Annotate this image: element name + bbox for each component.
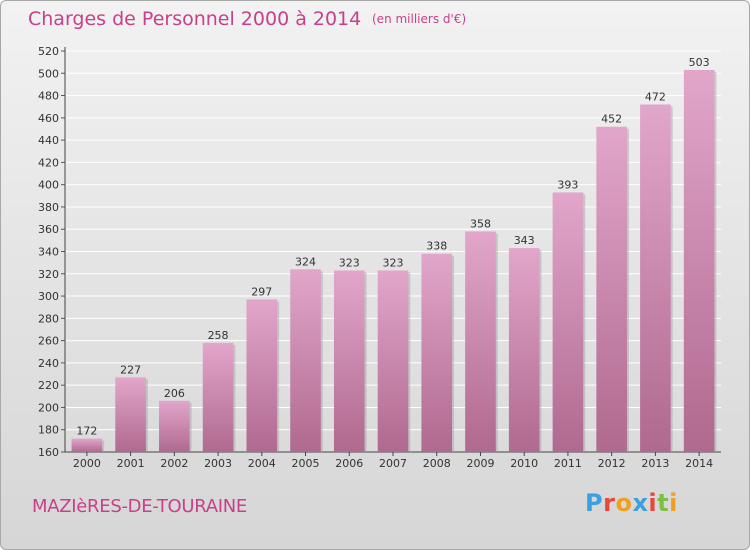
y-tick-label: 340 xyxy=(38,246,59,259)
y-tick-label: 520 xyxy=(38,45,59,58)
x-tick-label: 2004 xyxy=(248,457,276,470)
bar xyxy=(683,69,715,453)
bar xyxy=(159,400,190,452)
bar xyxy=(377,270,409,452)
y-tick-label: 200 xyxy=(38,401,59,414)
y-tick-labels: 160 180 200 220 240 260 280 300 320 340 360 380 400 4… xyxy=(38,45,59,459)
y-tick-label: 380 xyxy=(38,201,59,214)
bar xyxy=(290,269,321,452)
bar xyxy=(202,342,234,452)
logo-letter: o xyxy=(615,489,633,517)
logo-letter: P xyxy=(585,489,604,517)
logo-letter: t xyxy=(657,489,670,517)
chart-title: Charges de Personnel 2000 à 2014 xyxy=(28,8,362,30)
data-label: 472 xyxy=(645,90,666,103)
data-label: 343 xyxy=(514,234,535,247)
bar xyxy=(465,231,496,452)
y-tick-label: 300 xyxy=(38,290,59,303)
data-label: 206 xyxy=(164,387,185,400)
x-tick-label: 2005 xyxy=(292,457,320,470)
x-tick-label: 2011 xyxy=(554,457,582,470)
logo-letter: i xyxy=(648,489,658,517)
x-tick-label: 2000 xyxy=(73,457,101,470)
data-label: 358 xyxy=(470,217,491,230)
bar xyxy=(333,270,365,452)
bar xyxy=(552,192,584,453)
x-tick-label: 2014 xyxy=(685,457,713,470)
data-label: 452 xyxy=(601,113,622,126)
bar xyxy=(421,253,453,452)
x-tick-label: 2006 xyxy=(335,457,363,470)
x-tick-labels: 2000 2001 2002 2003 2004 2005 2006 2007 2008 2009… xyxy=(73,452,713,470)
logo-letter: i xyxy=(669,489,678,517)
logo-letter: x xyxy=(632,489,649,517)
bar xyxy=(71,438,103,452)
data-label: 323 xyxy=(339,256,360,269)
data-label: 227 xyxy=(120,363,141,376)
data-label: 323 xyxy=(383,256,404,269)
bar xyxy=(246,299,278,452)
y-tick-label: 160 xyxy=(38,446,59,459)
y-tick-label: 400 xyxy=(38,179,59,192)
data-label: 297 xyxy=(251,285,272,298)
data-labels: 172 227 206 258 297 324 323 323 338 358 343 393 452 4… xyxy=(76,56,709,438)
bar xyxy=(640,104,671,452)
y-tick-label: 460 xyxy=(38,112,59,125)
proxiti-logo[interactable]: Proxiti xyxy=(585,489,678,517)
place-name: MAZIèRES-DE-TOURAINE xyxy=(32,496,248,517)
x-tick-label: 2013 xyxy=(641,457,669,470)
bar xyxy=(115,377,146,452)
logo-letter: r xyxy=(603,489,616,517)
bar xyxy=(508,248,540,452)
y-tick-label: 180 xyxy=(38,424,59,437)
data-label: 503 xyxy=(689,56,710,69)
data-label: 393 xyxy=(557,178,578,191)
y-tick-label: 320 xyxy=(38,268,59,281)
data-label: 338 xyxy=(426,240,447,253)
y-tick-label: 240 xyxy=(38,357,59,370)
x-tick-label: 2001 xyxy=(117,457,145,470)
x-tick-label: 2002 xyxy=(160,457,188,470)
x-tick-label: 2008 xyxy=(423,457,451,470)
y-tick-label: 440 xyxy=(38,134,59,147)
x-tick-label: 2012 xyxy=(598,457,626,470)
bars xyxy=(71,69,717,453)
y-tick-label: 500 xyxy=(38,67,59,80)
data-label: 258 xyxy=(208,329,229,342)
y-tick-label: 420 xyxy=(38,156,59,169)
x-tick-label: 2009 xyxy=(466,457,494,470)
y-tick-label: 280 xyxy=(38,312,59,325)
y-tick-label: 260 xyxy=(38,335,59,348)
bar xyxy=(596,126,627,452)
x-tick-label: 2007 xyxy=(379,457,407,470)
x-tick-label: 2003 xyxy=(204,457,232,470)
y-tick-label: 360 xyxy=(38,223,59,236)
x-tick-label: 2010 xyxy=(510,457,538,470)
y-tick-label: 220 xyxy=(38,379,59,392)
chart-subtitle: (en milliers d'€) xyxy=(372,12,467,26)
y-tick-label: 480 xyxy=(38,90,59,103)
data-label: 172 xyxy=(76,425,97,438)
data-label: 324 xyxy=(295,255,316,268)
